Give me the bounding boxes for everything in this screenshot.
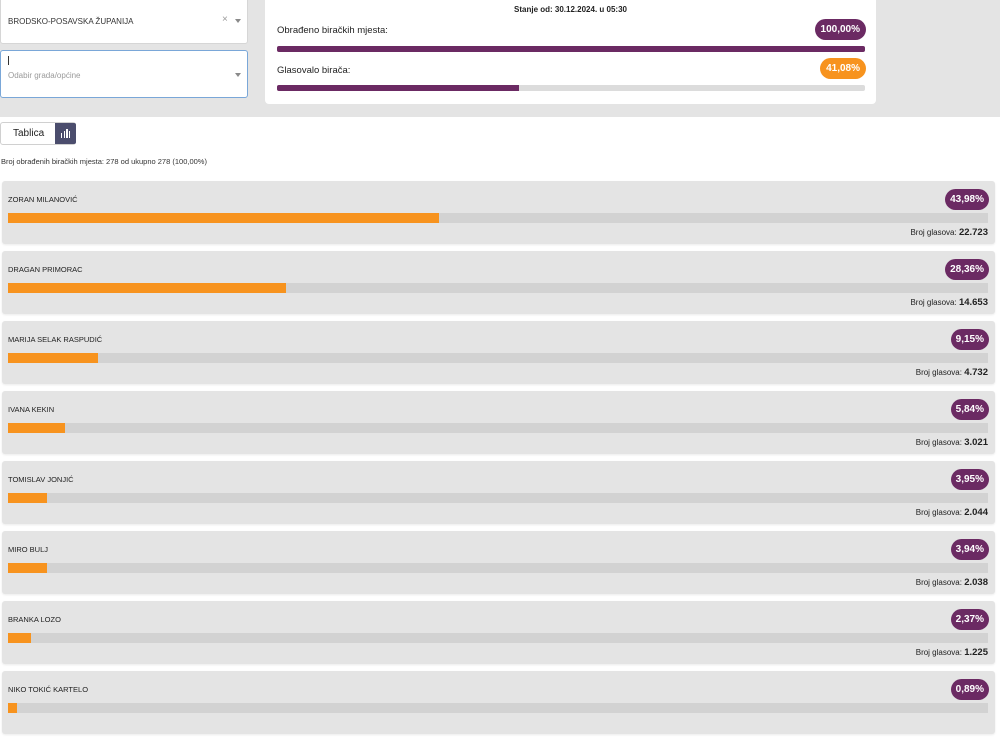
votes-count: 2.038	[964, 577, 988, 588]
processed-summary: Broj obrađenih biračkih mjesta: 278 od u…	[1, 157, 207, 166]
processed-progress	[277, 46, 865, 52]
candidate-card: MARIJA SELAK RASPUDIĆ 9,15% Broj glasova: …	[2, 321, 995, 384]
candidate-percent-badge: 5,84%	[950, 399, 989, 420]
candidate-card: MIRO BULJ 3,94% Broj glasova: 2.038	[2, 531, 995, 594]
processed-label: Obrađeno biračkih mjesta:	[277, 25, 388, 36]
votes-label: Broj glasova:	[915, 368, 962, 377]
candidate-percent-badge: 3,94%	[950, 539, 989, 560]
votes-count: 22.723	[958, 227, 988, 238]
processed-badge: 100,00%	[814, 19, 866, 40]
candidate-name: ZORAN MILANOVIĆ	[8, 195, 78, 204]
status-panel: Stanje od: 30.12.2024. u 05:30 Obrađeno …	[265, 0, 876, 104]
candidate-percent-badge: 2,37%	[950, 609, 989, 630]
votes-label: Broj glasova:	[910, 298, 957, 307]
turnout-progress-fill	[277, 85, 519, 91]
candidate-progress	[8, 493, 988, 503]
candidate-votes: Broj glasova: 22.723	[910, 227, 988, 238]
candidate-progress-fill	[8, 633, 32, 643]
candidate-votes: Broj glasova: 1.225	[916, 647, 988, 658]
votes-label: Broj glasova:	[915, 438, 962, 447]
city-select-placeholder: Odabir grada/općine	[8, 71, 81, 80]
city-select[interactable]: Odabir grada/općine	[0, 50, 248, 98]
votes-label: Broj glasova:	[915, 648, 962, 657]
chevron-down-icon[interactable]	[235, 19, 241, 23]
votes-count: 1.225	[964, 647, 988, 658]
candidate-progress	[8, 423, 988, 433]
candidate-progress	[8, 213, 988, 223]
candidate-name: BRANKA LOZO	[8, 615, 61, 624]
candidate-votes: Broj glasova: 14.653	[910, 297, 988, 308]
votes-count: 14.653	[958, 297, 988, 308]
candidate-percent-badge: 28,36%	[945, 259, 989, 280]
candidate-name: IVANA KEKIN	[8, 405, 55, 414]
candidate-percent-badge: 3,95%	[950, 469, 989, 490]
candidate-card: NIKO TOKIĆ KARTELO 0,89%	[2, 671, 995, 734]
candidate-progress	[8, 563, 988, 573]
text-cursor	[8, 56, 9, 65]
processed-progress-fill	[277, 46, 865, 52]
candidate-progress	[8, 633, 988, 643]
votes-label: Broj glasova:	[910, 228, 957, 237]
status-date: Stanje od: 30.12.2024. u 05:30	[514, 5, 627, 14]
candidate-progress-fill	[8, 213, 439, 223]
candidate-progress	[8, 283, 988, 293]
candidate-progress-fill	[8, 423, 66, 433]
turnout-badge: 41,08%	[820, 58, 866, 79]
candidate-votes: Broj glasova: 3.021	[916, 437, 988, 448]
clear-icon[interactable]: ×	[222, 14, 228, 25]
table-view-button[interactable]: Tablica	[13, 128, 45, 139]
filter-status-area: BRODSKO-POSAVSKA ŽUPANIJA × Odabir grada…	[0, 0, 1000, 117]
votes-label: Broj glasova:	[915, 578, 962, 587]
candidate-votes: Broj glasova: 2.044	[916, 507, 988, 518]
candidate-card: DRAGAN PRIMORAC 28,36% Broj glasova: 14.65…	[2, 251, 995, 314]
candidate-progress-fill	[8, 563, 47, 573]
votes-count: 4.732	[964, 367, 988, 378]
candidate-list: ZORAN MILANOVIĆ 43,98% Broj glasova: 22.72…	[2, 181, 995, 741]
turnout-label: Glasovalo birača:	[277, 65, 351, 76]
candidate-card: ZORAN MILANOVIĆ 43,98% Broj glasova: 22.72…	[2, 181, 995, 244]
candidate-progress-fill	[8, 353, 98, 363]
turnout-progress	[277, 85, 865, 91]
candidate-name: NIKO TOKIĆ KARTELO	[8, 685, 89, 694]
votes-count: 2.044	[964, 507, 988, 518]
candidate-percent-badge: 43,98%	[945, 189, 989, 210]
candidate-votes: Broj glasova: 2.038	[916, 577, 988, 588]
candidate-name: DRAGAN PRIMORAC	[8, 265, 83, 274]
candidate-percent-badge: 0,89%	[950, 679, 989, 700]
bar-chart-icon	[61, 129, 71, 138]
chart-view-button[interactable]	[55, 123, 76, 144]
candidate-progress	[8, 353, 988, 363]
candidate-progress-fill	[8, 703, 17, 713]
candidate-name: MIRO BULJ	[8, 545, 49, 554]
candidate-progress-fill	[8, 283, 286, 293]
votes-label: Broj glasova:	[915, 508, 962, 517]
candidate-name: MARIJA SELAK RASPUDIĆ	[8, 335, 103, 344]
candidate-progress	[8, 703, 988, 713]
candidate-card: TOMISLAV JONJIĆ 3,95% Broj glasova: 2.044	[2, 461, 995, 524]
candidate-card: IVANA KEKIN 5,84% Broj glasova: 3.021	[2, 391, 995, 454]
view-toggle: Tablica	[0, 122, 76, 145]
candidate-name: TOMISLAV JONJIĆ	[8, 475, 74, 484]
chevron-down-icon[interactable]	[235, 73, 241, 77]
votes-count: 3.021	[964, 437, 988, 448]
candidate-votes: Broj glasova: 4.732	[916, 367, 988, 378]
candidate-card: BRANKA LOZO 2,37% Broj glasova: 1.225	[2, 601, 995, 664]
county-select[interactable]: BRODSKO-POSAVSKA ŽUPANIJA ×	[0, 0, 248, 44]
candidate-progress-fill	[8, 493, 47, 503]
candidate-percent-badge: 9,15%	[950, 329, 989, 350]
county-select-value: BRODSKO-POSAVSKA ŽUPANIJA	[8, 17, 134, 26]
